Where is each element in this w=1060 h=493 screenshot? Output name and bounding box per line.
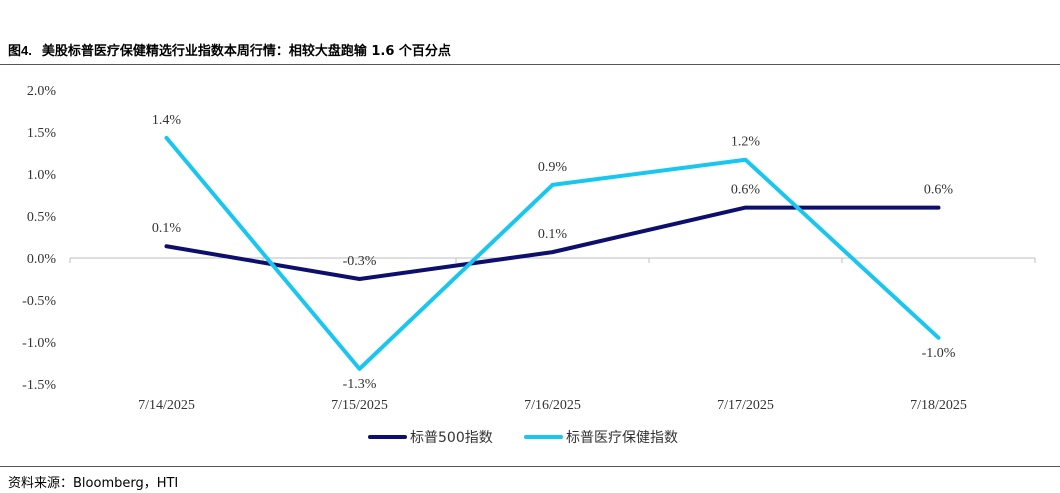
y-tick-label: 0.0% xyxy=(27,252,57,267)
legend-label: 标普医疗保健指数 xyxy=(566,430,678,446)
line-chart: 2.0% 1.5% 1.0% 0.5% 0.0% -0.5% -1.0% -1.5% 7/14… xyxy=(22,84,1036,446)
data-label: 0.6% xyxy=(731,183,761,198)
y-tick-label: -1.5% xyxy=(22,378,56,393)
x-axis: 7/14/2025 7/15/2025 7/16/2025 7/17/2025 7/18… xyxy=(69,257,1036,413)
x-tick-label: 7/17/2025 xyxy=(717,398,774,413)
data-labels: 0.1% -0.3% 0.1% 0.6% 0.6% 1.4% -1.3% 0.9% 1.2% -1… xyxy=(152,113,956,392)
data-label: 1.2% xyxy=(731,135,761,150)
x-tick-label: 7/16/2025 xyxy=(524,398,581,413)
data-label: 0.1% xyxy=(538,227,568,242)
y-tick-label: -0.5% xyxy=(22,294,56,309)
legend: 标普500指数 标普医疗保健指数 xyxy=(368,430,678,446)
source-note: 资料来源：Bloomberg，HTI xyxy=(8,476,179,491)
figure-title: 图4. 美股标普医疗保健精选行业指数本周行情：相较大盘跑输 1.6 个百分点 xyxy=(8,40,451,59)
y-tick-label: 1.5% xyxy=(27,126,57,141)
y-tick-label: -1.0% xyxy=(22,336,56,351)
data-label: 0.6% xyxy=(924,183,954,198)
data-label: 1.4% xyxy=(152,113,182,128)
series-lines xyxy=(164,135,941,371)
x-tick-label: 7/18/2025 xyxy=(910,398,967,413)
y-tick-label: 1.0% xyxy=(27,168,57,183)
data-label: 0.1% xyxy=(152,221,182,236)
legend-label: 标普500指数 xyxy=(410,430,493,446)
bottom-rule xyxy=(0,466,1060,467)
figure-title-text: 美股标普医疗保健精选行业指数本周行情：相较大盘跑输 1.6 个百分点 xyxy=(41,44,451,59)
figure-number: 图4. xyxy=(8,43,32,58)
y-axis: 2.0% 1.5% 1.0% 0.5% 0.0% -0.5% -1.0% -1.5% xyxy=(22,84,56,393)
series-line-0 xyxy=(164,205,941,281)
data-label: 0.9% xyxy=(538,160,568,175)
series-line-1 xyxy=(164,135,941,371)
top-rule xyxy=(0,64,1060,65)
data-label: -1.0% xyxy=(922,346,956,361)
y-tick-label: 2.0% xyxy=(27,84,57,99)
x-tick-label: 7/15/2025 xyxy=(331,398,388,413)
data-label: -0.3% xyxy=(343,254,377,269)
data-label: -1.3% xyxy=(343,377,377,392)
x-tick-label: 7/14/2025 xyxy=(138,398,195,413)
y-tick-label: 0.5% xyxy=(27,210,57,225)
